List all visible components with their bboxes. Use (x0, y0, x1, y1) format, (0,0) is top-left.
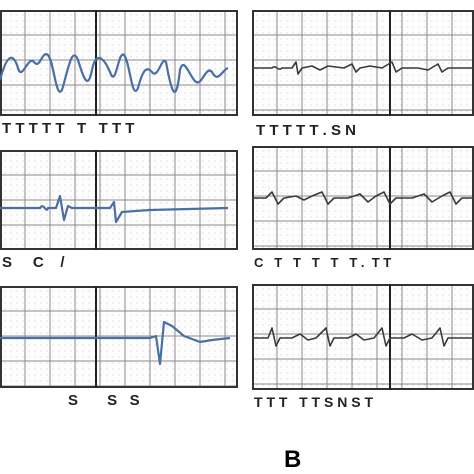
left-strip-3-annotation: S S S (68, 392, 140, 409)
grid-lines (252, 10, 474, 116)
right-strip-2 (252, 146, 474, 250)
ecg-trace-right-1 (252, 61, 474, 75)
left-strip-1-annotation: T T T T T T T T T (2, 120, 135, 137)
right-strip-3-annotation: T T T T T S N S T (254, 394, 373, 410)
left-strip-3 (0, 286, 238, 388)
right-strip-1 (252, 10, 474, 116)
ecg-trace-left-3 (0, 320, 231, 366)
left-strip-1 (0, 10, 238, 116)
ecg-trace-right-2 (252, 191, 474, 205)
ecg-grid-left-1 (0, 10, 238, 116)
grid-lines (252, 146, 474, 250)
grid-lines (0, 150, 238, 250)
left-strip-2 (0, 150, 238, 250)
right-strip-1-annotation: T T T T T . S N (256, 122, 356, 139)
right-strip-2-annotation: C T T T T T . T T (254, 255, 392, 270)
grid-lines (252, 284, 474, 390)
grid-lines (0, 286, 238, 388)
ecg-trace-left-1 (0, 53, 229, 94)
ecg-trace-left-2 (0, 194, 229, 224)
panel-label-b: B (284, 446, 302, 473)
ecg-grid-right-1 (252, 10, 474, 116)
left-strip-2-annotation: S C / (2, 254, 65, 271)
right-strip-3 (252, 284, 474, 390)
ecg-trace-right-3 (252, 327, 474, 347)
ecg-grid-right-2 (252, 146, 474, 250)
ecg-grid-left-2 (0, 150, 238, 250)
ecg-grid-right-3 (252, 284, 474, 390)
ecg-grid-left-3 (0, 286, 238, 388)
